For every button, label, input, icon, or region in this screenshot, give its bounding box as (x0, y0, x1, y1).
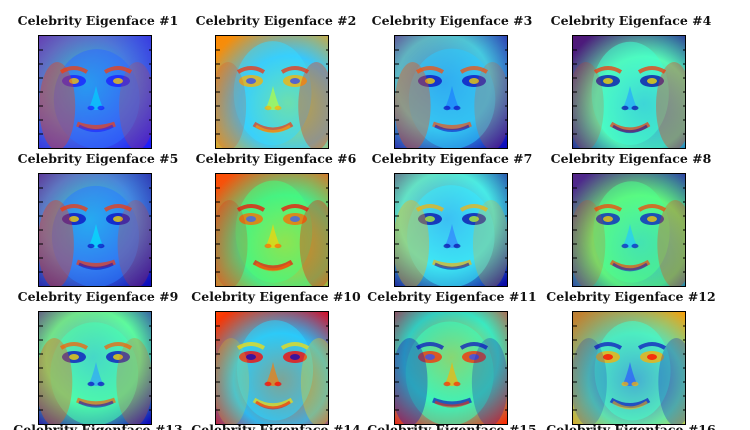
eigenface-frame (572, 35, 686, 149)
eigenface-image (573, 36, 685, 148)
panel-title: Celebrity Eigenface #7 (371, 151, 533, 166)
panel-title: Celebrity Eigenface #1 (17, 13, 179, 28)
eigenface-image (216, 174, 328, 286)
eigenface-frame (394, 35, 508, 149)
panel-title: Celebrity Eigenface #11 (367, 289, 537, 304)
eigenface-image (216, 312, 328, 424)
eigenface-frame (572, 311, 686, 425)
panel-title: Celebrity Eigenface #4 (550, 13, 712, 28)
panel-title: Celebrity Eigenface #9 (17, 289, 179, 304)
panel-title: Celebrity Eigenface #5 (17, 151, 179, 166)
eigenface-frame (394, 173, 508, 287)
eigenface-frame (394, 311, 508, 425)
eigenface-frame (215, 35, 329, 149)
panel-title-cut: Celebrity Eigenface #15 (367, 422, 537, 430)
eigenface-frame (215, 173, 329, 287)
eigenface-image (395, 312, 507, 424)
eigenface-image (395, 36, 507, 148)
panel-title: Celebrity Eigenface #8 (550, 151, 712, 166)
eigenface-image (39, 312, 151, 424)
panel-title: Celebrity Eigenface #3 (371, 13, 533, 28)
eigenface-frame (38, 173, 152, 287)
panel-title: Celebrity Eigenface #2 (195, 13, 357, 28)
panel-title: Celebrity Eigenface #10 (191, 289, 361, 304)
eigenface-frame (572, 173, 686, 287)
panel-title: Celebrity Eigenface #6 (195, 151, 357, 166)
eigenface-image (39, 174, 151, 286)
eigenface-image (216, 36, 328, 148)
panel-title: Celebrity Eigenface #12 (546, 289, 716, 304)
eigenface-image (573, 312, 685, 424)
eigenface-frame (38, 35, 152, 149)
eigenface-image (573, 174, 685, 286)
panel-title-cut: Celebrity Eigenface #13 (13, 422, 183, 430)
panel-title-cut: Celebrity Eigenface #14 (191, 422, 361, 430)
eigenface-image (395, 174, 507, 286)
panel-title-cut: Celebrity Eigenface #16 (546, 422, 716, 430)
eigenface-frame (215, 311, 329, 425)
eigenface-frame (38, 311, 152, 425)
eigenface-image (39, 36, 151, 148)
